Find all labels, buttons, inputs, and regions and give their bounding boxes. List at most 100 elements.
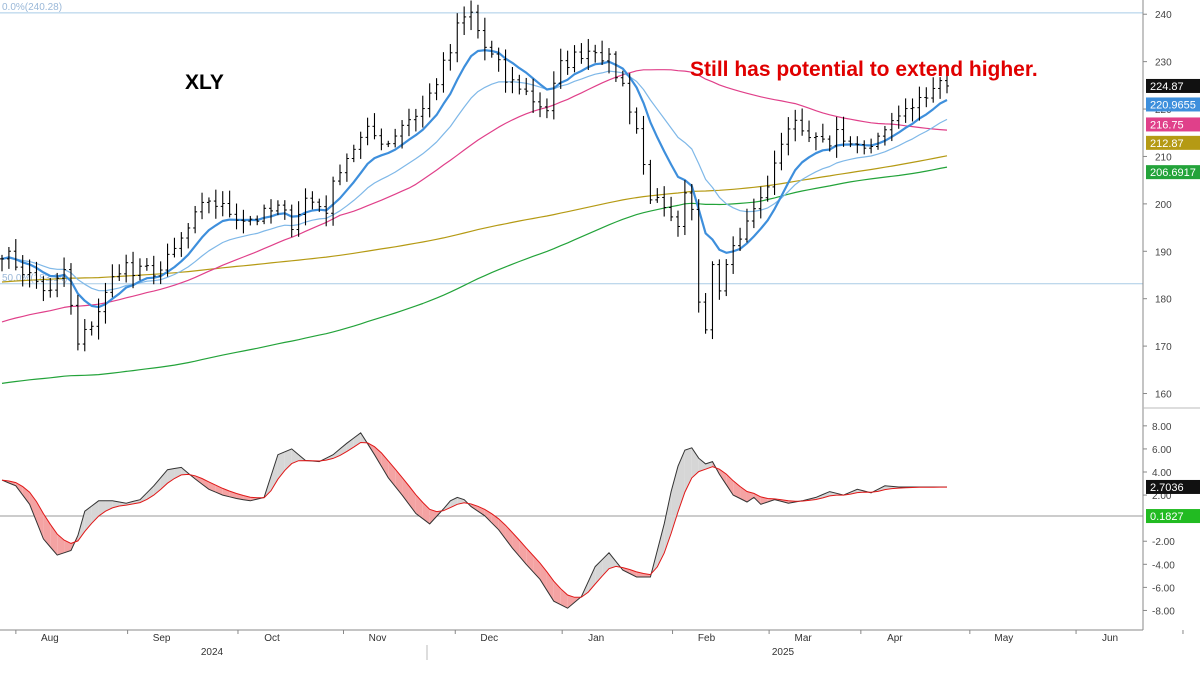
osc-tick-label: -8.00 [1152,606,1175,617]
price-bar [744,208,749,243]
price-bar [924,87,929,108]
osc-badge: 0.1827 [1146,509,1200,524]
month-label: Nov [369,633,387,644]
price-bar [627,73,632,125]
oscillator-axis: 8.00 6.00 4.00 2.00 -2.00 -4.00 -6.00 -8.00 [1143,422,1175,617]
price-bar [800,108,805,136]
price-bar [400,120,405,149]
price-bar [889,112,894,142]
price-bar [675,210,680,237]
chart-title: XLY [185,71,224,94]
price-bar [544,98,549,119]
osc-tick-label: 4.00 [1152,468,1172,479]
price-bar [689,183,694,221]
osc-fill-segment [291,448,299,464]
price-bar [510,67,515,94]
osc-fill-segment [429,509,437,524]
price-bar [489,40,494,58]
price-bar [0,254,4,272]
price-bar [282,200,287,220]
price-bar [607,48,612,74]
value-badges: 224.87 220.9655 216.75 212.87 206.6917 2.7036… [1146,78,1200,524]
price-bar [41,276,46,302]
price-bar [27,259,32,288]
month-label: Dec [480,633,498,644]
month-label: Apr [887,633,903,644]
fib-retracement-lines: 0.0%(240.28) 50.0%(183.14) [0,2,1143,285]
price-badge: 206.6917 [1146,165,1200,180]
price-bar [110,264,115,298]
price-bar [717,259,722,300]
price-bar [151,255,156,285]
signal-line [1,441,947,598]
price-tick-label: 160 [1155,390,1172,401]
price-bar [55,272,60,298]
price-bar [669,196,674,222]
price-bar [793,109,798,142]
price-bar [682,180,687,236]
price-bar [827,135,832,152]
price-bar [496,47,501,72]
osc-fill-segment [698,458,706,472]
osc-tick-label: -6.00 [1152,583,1175,594]
price-bar [206,197,211,214]
price-bar [434,78,439,101]
price-bar [558,48,563,89]
osc-fill-segment [691,447,699,478]
svg-text:216.75: 216.75 [1150,119,1184,131]
price-badge: 220.9655 [1146,97,1200,112]
price-bar [696,199,701,313]
svg-text:2.7036: 2.7036 [1150,482,1184,494]
price-tick-label: 230 [1155,58,1172,69]
price-bar [517,74,522,95]
price-bar [96,298,101,340]
price-bar [613,51,618,82]
osc-fill-segment [57,534,65,556]
price-bar [62,257,67,287]
price-bar [144,258,149,271]
svg-text:220.9655: 220.9655 [1150,99,1196,111]
price-bar [372,113,377,140]
price-tick-label: 200 [1155,200,1172,211]
chart-annotation: Still has potential to extend higher. [690,58,1038,81]
price-badge: 216.75 [1146,117,1200,131]
osc-tick-label: 6.00 [1152,445,1172,456]
price-bar [862,140,867,155]
price-tick-label: 180 [1155,295,1172,306]
price-bar [503,49,508,93]
price-bar [220,191,225,217]
price-bar [420,95,425,128]
svg-text:212.87: 212.87 [1150,138,1184,150]
price-bar [310,191,315,210]
month-label: Feb [698,633,716,644]
ma-50-line [1,69,948,323]
svg-text:0.1827: 0.1827 [1150,511,1184,523]
price-tick-label: 170 [1155,342,1172,353]
price-bar [655,188,660,203]
price-badge: 224.87 [1146,78,1200,93]
price-tick-label: 210 [1155,152,1172,163]
price-bar [896,105,901,129]
price-bar [337,164,342,186]
price-bar [882,125,887,146]
fib-label: 0.0%(240.28) [2,2,62,13]
price-bar [531,78,536,114]
osc-fill-segment [609,552,616,569]
price-bar [13,239,18,271]
price-bar [641,115,646,175]
price-bar [406,108,411,137]
price-bar [751,198,756,229]
price-bar [910,98,915,122]
price-bar [6,247,11,269]
osc-badge: 2.7036 [1146,479,1200,494]
price-bar [593,44,598,63]
oscillator-line [1,432,947,609]
osc-tick-label: 2.00 [1152,491,1172,502]
price-bar [807,120,812,143]
price-bar [565,50,570,75]
price-bar [275,200,280,216]
svg-text:206.6917: 206.6917 [1150,167,1196,179]
price-bar [158,261,163,285]
price-bar [48,278,53,298]
